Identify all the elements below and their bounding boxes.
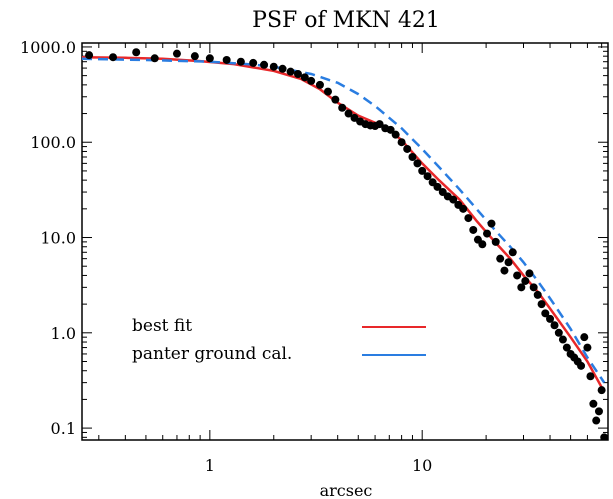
data-point — [408, 152, 417, 161]
data-point — [132, 48, 141, 57]
data-point — [597, 386, 606, 395]
data-point — [300, 73, 309, 82]
data-point — [600, 433, 608, 440]
data-point — [323, 87, 332, 96]
data-point — [469, 225, 478, 234]
data-point — [85, 51, 94, 60]
data-points — [85, 48, 608, 440]
data-point — [286, 67, 295, 76]
data-point — [260, 60, 269, 69]
data-point — [562, 343, 571, 352]
y-tick-label: 1000.0 — [20, 38, 76, 57]
legend-label-best-fit: best fit — [132, 316, 192, 336]
data-point — [550, 321, 559, 330]
data-point — [478, 240, 487, 249]
data-point — [397, 138, 406, 147]
y-tick-label: 1.0 — [51, 324, 76, 343]
legend-label-panter-ground-cal: panter ground cal. — [132, 344, 292, 364]
data-point — [433, 182, 442, 191]
data-point — [190, 52, 199, 61]
data-point — [491, 237, 500, 246]
legend: best fit panter ground cal. — [132, 316, 426, 364]
data-point — [331, 95, 340, 104]
data-point — [496, 254, 505, 263]
data-point — [109, 53, 118, 62]
data-point — [236, 57, 245, 66]
data-point — [418, 166, 427, 175]
data-point — [533, 290, 542, 299]
data-point — [172, 49, 181, 58]
data-point — [487, 219, 496, 228]
data-point — [594, 407, 603, 416]
data-point — [307, 76, 316, 85]
data-point — [344, 109, 353, 118]
data-point — [293, 70, 302, 79]
x-axis-ticks: 1 10 — [98, 43, 603, 475]
data-point — [583, 343, 592, 352]
data-point — [504, 258, 513, 267]
data-point — [391, 130, 400, 139]
y-axis-ticks: 0.1 1.0 10.0 100.0 1000.0 — [20, 38, 608, 438]
data-point — [537, 300, 546, 309]
data-point — [222, 55, 231, 64]
data-point — [464, 214, 473, 223]
data-point — [403, 144, 412, 153]
y-tick-label: 0.1 — [51, 419, 76, 438]
data-point — [278, 64, 287, 73]
data-point — [517, 283, 526, 292]
x-tick-label: 10 — [412, 456, 432, 475]
data-point — [525, 269, 534, 278]
data-point — [577, 361, 586, 370]
data-point — [558, 335, 567, 344]
data-point — [269, 62, 278, 71]
data-point — [521, 276, 530, 285]
data-point — [586, 372, 595, 381]
data-point — [338, 103, 347, 112]
data-point — [375, 120, 384, 129]
chart-title: PSF of MKN 421 — [252, 8, 440, 33]
data-point — [459, 204, 468, 213]
data-point — [500, 266, 509, 275]
data-point — [315, 80, 324, 89]
data-point — [423, 172, 432, 181]
data-point — [483, 229, 492, 238]
data-point — [554, 328, 563, 337]
data-point — [449, 195, 458, 204]
data-point — [592, 416, 601, 425]
data-point — [541, 309, 550, 318]
data-point — [589, 399, 598, 408]
series-layer — [82, 48, 608, 440]
data-point — [546, 314, 555, 323]
y-tick-label: 10.0 — [40, 229, 76, 248]
y-tick-label: 100.0 — [30, 133, 76, 152]
data-point — [508, 248, 517, 257]
data-point — [205, 54, 214, 63]
x-axis-label: arcsec — [320, 481, 373, 499]
data-point — [150, 54, 159, 63]
x-tick-label: 1 — [205, 456, 215, 475]
data-point — [580, 333, 589, 342]
plot-frame — [81, 42, 609, 441]
data-point — [413, 159, 422, 168]
data-point — [386, 125, 395, 134]
data-point — [249, 58, 258, 67]
data-point — [513, 271, 522, 280]
data-point — [529, 283, 538, 292]
